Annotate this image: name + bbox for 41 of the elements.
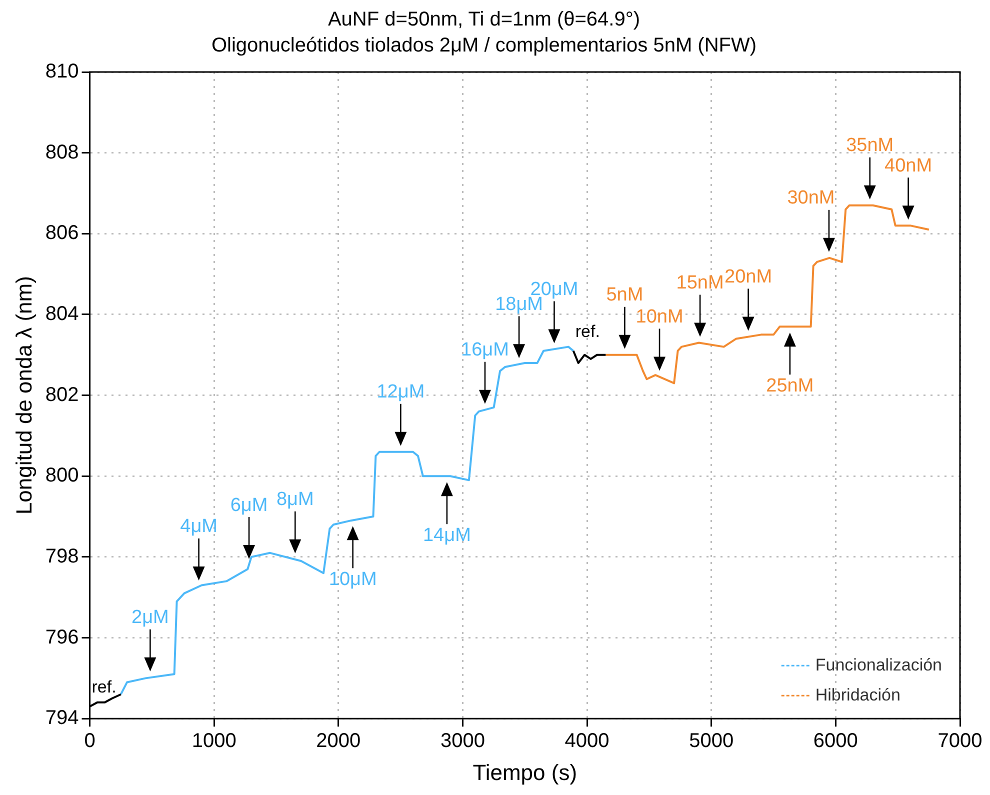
x-tick-label: 4000	[564, 730, 610, 752]
annotation: 5nM	[606, 284, 644, 306]
annotation: 35nM	[846, 135, 894, 156]
x-tick-label: 1000	[192, 730, 236, 752]
x-tick-label: 6000	[813, 730, 858, 752]
annotation: 30nM	[787, 188, 835, 209]
x-tick-label: 0	[84, 730, 96, 752]
text: ref.	[92, 678, 116, 697]
y-tick-label: 810	[45, 60, 79, 83]
annotation: 40nM	[884, 155, 932, 176]
y-tick-label: 808	[45, 141, 79, 164]
annotation: 4μM	[180, 516, 218, 538]
annotation: 16μM	[461, 340, 509, 361]
annotation: 2μM	[132, 607, 169, 628]
annotation: 20nM	[724, 266, 772, 288]
x-tick-label: 3000	[440, 730, 485, 752]
annotation: 12μM	[376, 382, 425, 403]
chart-subtitle: Oligonucleótidos tiolados 2μM / complementarios 5nM (NFW)	[211, 34, 757, 57]
y-tick-label: 798	[45, 545, 79, 568]
y-axis-title: Longitud de onda λ (nm)	[11, 276, 36, 515]
x-axis-title: Tiempo (s)	[472, 760, 578, 785]
annotation: 6μM	[230, 494, 268, 516]
legend-label: Funcionalización	[815, 655, 942, 674]
x-tick-label: 2000	[316, 730, 361, 752]
annotation: 14μM	[422, 524, 471, 546]
y-tick-label: 804	[45, 302, 79, 325]
legend-label: ref.	[575, 322, 600, 342]
annotation: 25nM	[766, 375, 814, 396]
y-tick-label: 806	[45, 222, 79, 244]
x-tick-label: 7000	[938, 730, 982, 752]
chart-title: AuNF d=50nm, Ti d=1nm (θ=64.9°)	[328, 8, 640, 31]
y-tick-label: 796	[45, 626, 79, 648]
annotation: 10nM	[636, 306, 684, 328]
annotation: 10μM	[328, 568, 377, 590]
legend-label: Hibridación	[815, 685, 900, 704]
annotation: 8μM	[276, 489, 314, 510]
y-tick-label: 802	[45, 384, 79, 406]
y-tick-label: 800	[45, 464, 79, 487]
x-tick-label: 5000	[689, 730, 734, 752]
annotation: 15nM	[676, 272, 724, 294]
y-tick-label: 794	[45, 707, 79, 730]
